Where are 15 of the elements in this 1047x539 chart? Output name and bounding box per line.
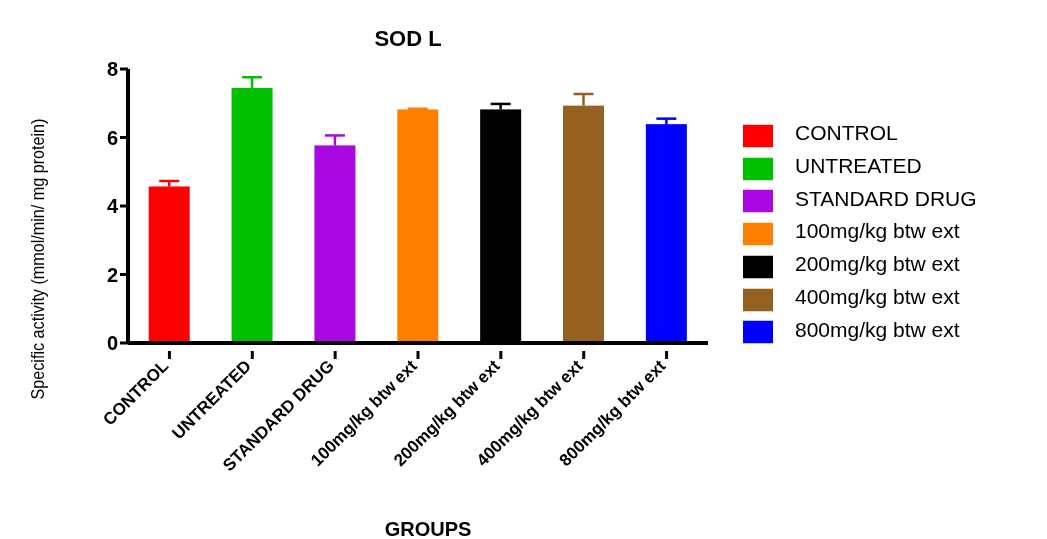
y-tick-label: 2 — [106, 263, 118, 286]
chart-title: SOD L — [373, 26, 443, 52]
legend-label: 800mg/kg btw ext — [795, 317, 960, 341]
y-tick-label: 4 — [106, 195, 119, 218]
legend-label: 400mg/kg btw ext — [795, 284, 960, 308]
x-axis-title: GROUPS — [383, 518, 473, 539]
y-tick-label: 6 — [106, 126, 118, 149]
y-tick-label: 0 — [106, 332, 118, 355]
legend-label: STANDARD DRUG — [795, 186, 977, 210]
legend-label: CONTROL — [795, 121, 898, 144]
legend-label: UNTREATED — [795, 153, 922, 177]
y-axis-title: Specific activity (mmol/min/ mg protein) — [27, 117, 49, 402]
legend-label: 200mg/kg btw ext — [795, 252, 960, 276]
y-tick-label: 8 — [106, 58, 118, 81]
legend-label: 100mg/kg btw ext — [795, 219, 960, 243]
